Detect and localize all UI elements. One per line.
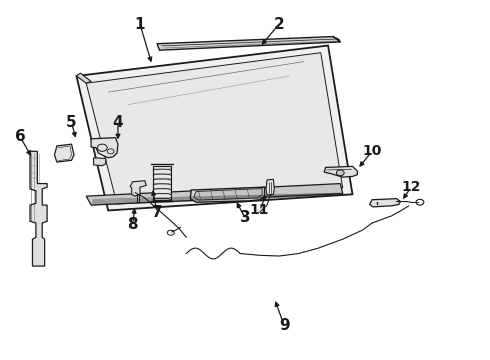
Text: 7: 7 xyxy=(152,205,162,220)
Polygon shape xyxy=(76,45,352,211)
Polygon shape xyxy=(153,166,171,200)
Polygon shape xyxy=(190,187,265,202)
Text: 4: 4 xyxy=(113,115,123,130)
Text: 3: 3 xyxy=(240,210,250,225)
Circle shape xyxy=(336,170,344,176)
Text: 8: 8 xyxy=(127,217,138,232)
Text: 1: 1 xyxy=(135,17,145,32)
Text: 5: 5 xyxy=(66,115,77,130)
Text: 6: 6 xyxy=(15,130,25,144)
Text: 10: 10 xyxy=(362,144,382,158)
Polygon shape xyxy=(369,199,400,207)
Polygon shape xyxy=(324,166,357,177)
Polygon shape xyxy=(130,181,147,196)
Polygon shape xyxy=(194,189,262,200)
Polygon shape xyxy=(76,73,91,83)
Polygon shape xyxy=(157,37,340,50)
Polygon shape xyxy=(30,151,47,266)
Polygon shape xyxy=(86,184,343,205)
Polygon shape xyxy=(54,144,74,162)
Text: 12: 12 xyxy=(401,180,421,194)
Polygon shape xyxy=(91,138,118,158)
Text: 2: 2 xyxy=(274,17,285,32)
Text: 11: 11 xyxy=(250,203,270,217)
Text: 9: 9 xyxy=(279,318,290,333)
Polygon shape xyxy=(86,53,343,204)
Polygon shape xyxy=(266,179,274,195)
Polygon shape xyxy=(94,158,106,166)
